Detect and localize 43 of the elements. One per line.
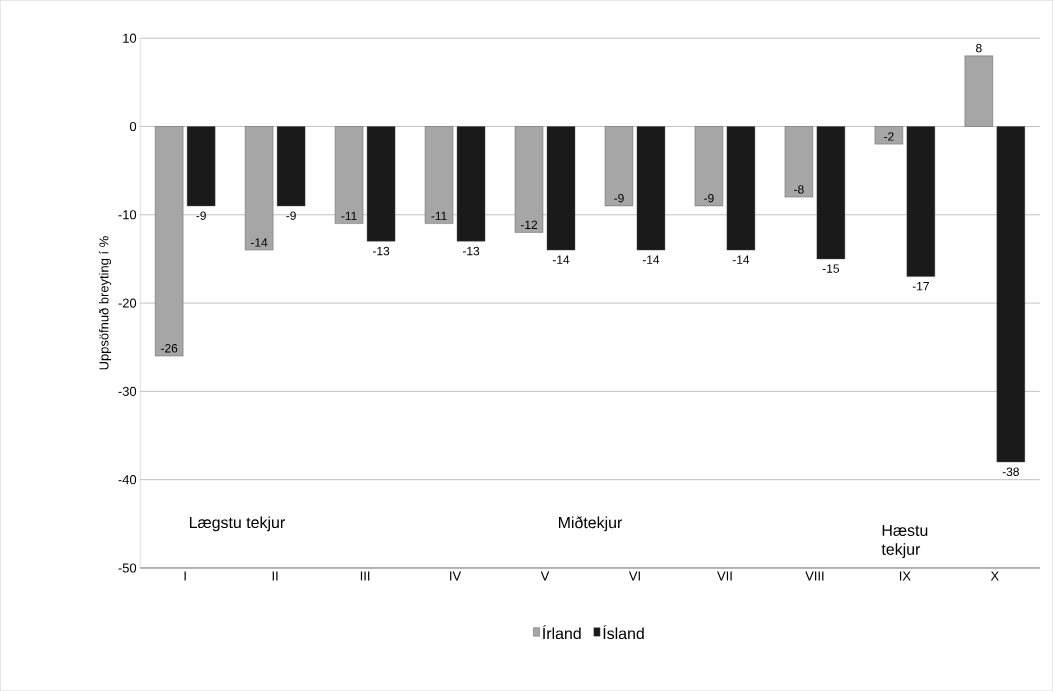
- data-label: -8: [794, 185, 804, 194]
- x-tick-label: III: [360, 571, 370, 581]
- x-tick-label: IV: [450, 571, 462, 581]
- data-label: -2: [884, 132, 894, 141]
- x-tick-label: VI: [628, 571, 640, 581]
- data-label: -17: [912, 282, 929, 291]
- data-label: -38: [1002, 467, 1019, 476]
- annotation: Hæstu tekjur: [881, 524, 928, 559]
- x-tick-label: I: [184, 571, 186, 581]
- y-tick-label: 10: [123, 33, 137, 43]
- data-label: -9: [196, 211, 206, 220]
- legend-label: Írland: [542, 625, 581, 640]
- data-label: -12: [520, 220, 538, 229]
- data-label: -14: [251, 238, 268, 247]
- data-label: -9: [704, 193, 714, 203]
- data-label: -11: [431, 211, 447, 221]
- x-tick-label: X: [990, 571, 999, 581]
- data-label: -14: [732, 255, 750, 264]
- y-tick-label: 0: [129, 121, 137, 131]
- data-label: -11: [341, 211, 357, 221]
- data-label: -14: [642, 255, 660, 264]
- y-tick-label: -10: [118, 210, 137, 220]
- x-tick-label: IX: [899, 571, 911, 581]
- data-label: -9: [614, 193, 624, 203]
- data-label: -13: [372, 246, 390, 256]
- annotation: Miðtekjur: [558, 516, 623, 532]
- data-label: -14: [552, 255, 570, 264]
- data-label: -26: [161, 344, 178, 353]
- y-tick-label: -20: [118, 298, 137, 308]
- x-tick-label: V: [540, 571, 550, 581]
- legend-label: Ísland: [603, 625, 644, 640]
- annotation: Lægstu tekjur: [189, 516, 285, 532]
- data-label: -15: [822, 264, 840, 273]
- y-tick-label: -50: [118, 563, 137, 573]
- data-label: -9: [286, 211, 296, 220]
- data-label: 8: [976, 43, 982, 53]
- x-tick-label: II: [272, 571, 278, 581]
- x-tick-label: VII: [717, 571, 732, 581]
- y-tick-label: -40: [118, 475, 137, 485]
- x-tick-label: VIII: [805, 571, 824, 581]
- data-label: -13: [462, 246, 480, 256]
- y-tick-label: -30: [118, 386, 137, 396]
- y-axis-title: Uppsöfnuð breyting í %: [98, 236, 112, 370]
